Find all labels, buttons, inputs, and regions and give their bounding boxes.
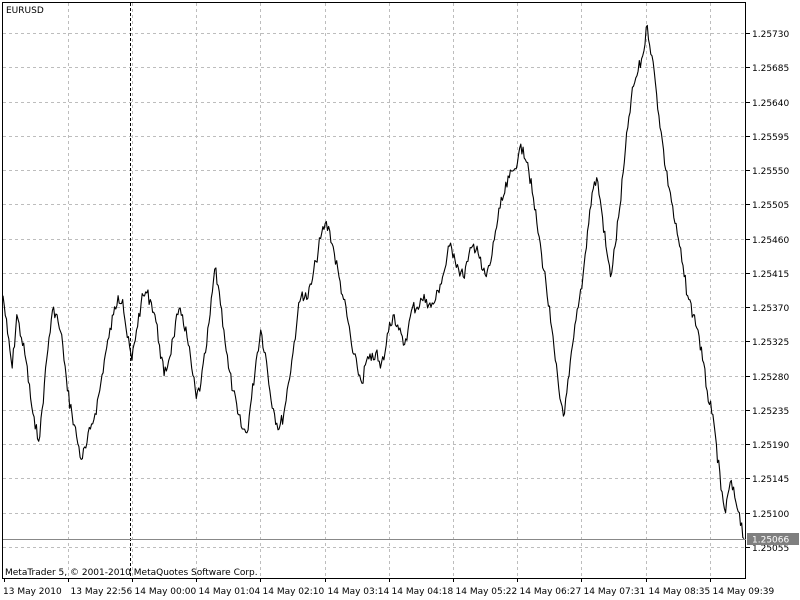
y-axis-ticks: 1.25730 1.25685 1.25640 1.25595 1.25550 1.255… (746, 30, 789, 554)
x-tick-label: 14 May 03:14 (328, 587, 390, 597)
x-tick-label: 13 May 22:56 (71, 587, 133, 597)
x-tick-label: 14 May 09:39 (713, 587, 775, 597)
y-tick-label: 1.25055 (752, 544, 789, 554)
x-tick-label: 14 May 00:00 (135, 587, 197, 597)
y-tick-label: 1.25235 (752, 407, 789, 417)
y-tick-label: 1.25505 (752, 201, 789, 211)
x-axis-ticks: 13 May 2010 13 May 22:56 14 May 00:00 14 Ma… (3, 578, 774, 597)
y-tick-label: 1.25550 (752, 167, 789, 177)
y-tick-label: 1.25145 (752, 475, 789, 485)
y-tick-label: 1.25595 (752, 133, 789, 143)
x-tick-label: 14 May 06:27 (520, 587, 582, 597)
x-tick-label: 13 May 2010 (3, 587, 62, 597)
symbol-label: EURUSD (6, 6, 44, 16)
x-tick-label: 14 May 05:22 (456, 587, 518, 597)
current-price-tag (747, 533, 799, 545)
y-tick-label: 1.25325 (752, 338, 789, 348)
x-tick-label: 14 May 04:18 (392, 587, 454, 597)
y-tick-label: 1.25685 (752, 64, 789, 74)
y-tick-label: 1.25730 (752, 30, 789, 40)
current-price-label: 1.25066 (752, 536, 789, 546)
price-series-line (2, 24, 745, 540)
x-tick-label: 14 May 07:31 (584, 587, 646, 597)
y-tick-label: 1.25370 (752, 304, 789, 314)
y-tick-label: 1.25190 (752, 441, 789, 451)
grid-lines (3, 3, 746, 578)
y-tick-label: 1.25100 (752, 510, 789, 520)
x-tick-label: 14 May 01:04 (199, 587, 261, 597)
plot-area[interactable] (2, 2, 746, 579)
y-tick-label: 1.25640 (752, 99, 789, 109)
y-tick-label: 1.25280 (752, 373, 789, 383)
y-tick-label: 1.25415 (752, 270, 789, 280)
y-tick-label: 1.25460 (752, 236, 789, 246)
copyright-label: MetaTrader 5, © 2001-2010 MetaQuotes Sof… (5, 568, 258, 578)
x-tick-label: 14 May 08:35 (649, 587, 711, 597)
x-tick-label: 14 May 02:10 (263, 587, 325, 597)
